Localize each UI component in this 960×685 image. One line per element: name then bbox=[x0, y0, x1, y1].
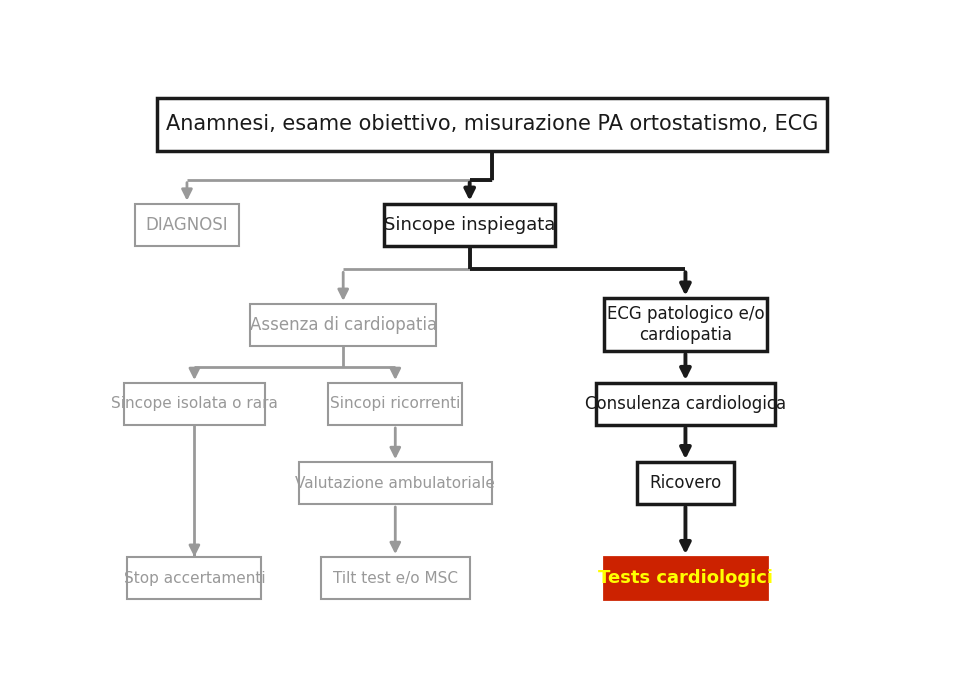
FancyBboxPatch shape bbox=[384, 203, 555, 246]
Text: Assenza di cardiopatia: Assenza di cardiopatia bbox=[250, 316, 437, 334]
Text: Tests cardiologici: Tests cardiologici bbox=[598, 569, 773, 587]
Text: ECG patologico e/o
cardiopatia: ECG patologico e/o cardiopatia bbox=[607, 306, 764, 345]
Text: Tilt test e/o MSC: Tilt test e/o MSC bbox=[333, 571, 458, 586]
Text: Valutazione ambulatoriale: Valutazione ambulatoriale bbox=[296, 475, 495, 490]
Text: Sincopi ricorrenti: Sincopi ricorrenti bbox=[330, 397, 461, 412]
FancyBboxPatch shape bbox=[604, 299, 767, 351]
FancyBboxPatch shape bbox=[596, 383, 775, 425]
Text: Stop accertamenti: Stop accertamenti bbox=[124, 571, 265, 586]
Text: Ricovero: Ricovero bbox=[649, 474, 722, 492]
Text: Sincope isolata o rara: Sincope isolata o rara bbox=[111, 397, 277, 412]
Text: DIAGNOSI: DIAGNOSI bbox=[146, 216, 228, 234]
FancyBboxPatch shape bbox=[637, 462, 733, 504]
FancyBboxPatch shape bbox=[299, 462, 492, 504]
Text: Consulenza cardiologica: Consulenza cardiologica bbox=[585, 395, 786, 413]
FancyBboxPatch shape bbox=[321, 557, 469, 599]
FancyBboxPatch shape bbox=[251, 303, 436, 346]
FancyBboxPatch shape bbox=[157, 98, 827, 151]
Text: Anamnesi, esame obiettivo, misurazione PA ortostatismo, ECG: Anamnesi, esame obiettivo, misurazione P… bbox=[166, 114, 818, 134]
FancyBboxPatch shape bbox=[128, 557, 261, 599]
FancyBboxPatch shape bbox=[124, 383, 265, 425]
Text: Sincope inspiegata: Sincope inspiegata bbox=[384, 216, 556, 234]
FancyBboxPatch shape bbox=[134, 203, 239, 246]
FancyBboxPatch shape bbox=[604, 557, 767, 599]
FancyBboxPatch shape bbox=[328, 383, 463, 425]
